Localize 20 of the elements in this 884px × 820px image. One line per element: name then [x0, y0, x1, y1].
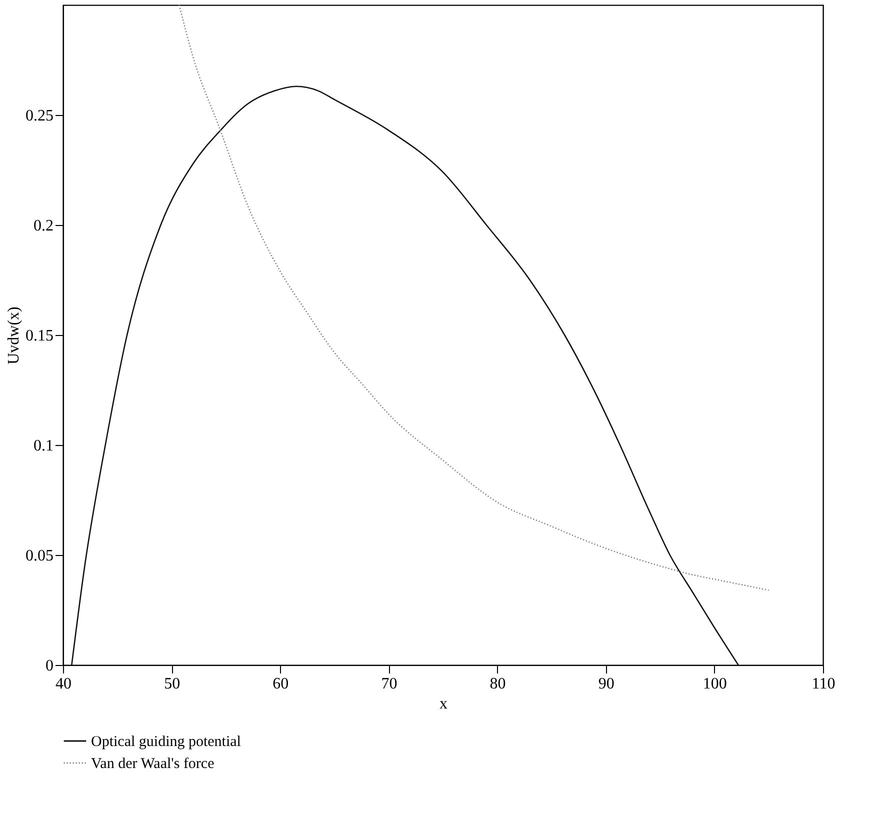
line-series: [71, 86, 739, 665]
x-tick-label: 80: [490, 676, 506, 692]
y-tick-label: 0.05: [26, 548, 54, 564]
x-tick-label: 50: [164, 676, 180, 692]
y-tick-label: 0: [46, 658, 54, 674]
y-tick-label: 0.2: [34, 218, 54, 234]
y-tick-label: 0.1: [34, 438, 54, 454]
x-tick-label: 110: [812, 676, 836, 692]
y-axis-title: Uvdw(x): [6, 306, 22, 364]
x-tick-label: 70: [381, 676, 398, 692]
legend-label: Van der Waal's force: [91, 756, 215, 772]
x-tick-label: 90: [598, 676, 614, 692]
x-tick-label: 40: [56, 676, 72, 692]
y-tick-label: 0.25: [26, 108, 54, 124]
legend-label: Optical guiding potential: [91, 734, 241, 750]
line-series: [178, 5, 770, 591]
x-axis-title: x: [440, 696, 448, 712]
y-tick-label: 0.15: [26, 328, 54, 344]
x-tick-label: 60: [272, 676, 289, 692]
x-tick-label: 100: [702, 676, 727, 692]
